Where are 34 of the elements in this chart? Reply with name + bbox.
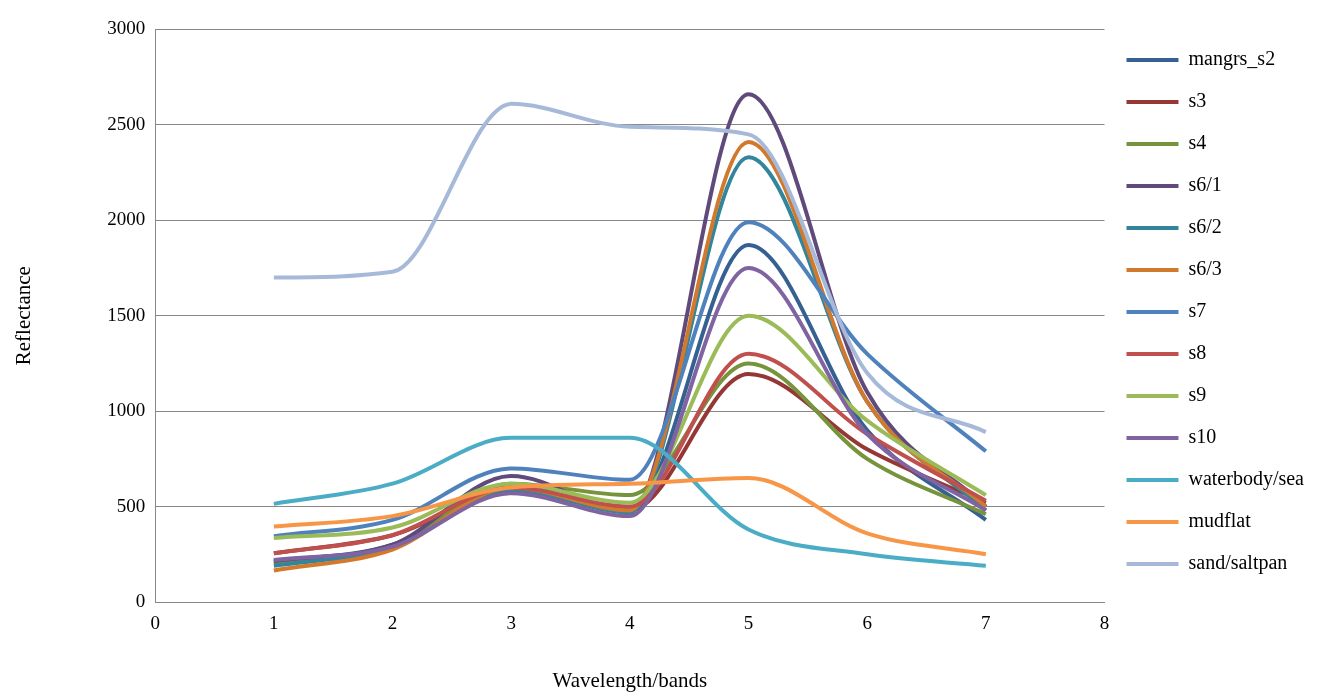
x-tick-label: 0 [150,612,160,634]
legend-label: s10 [1188,425,1217,448]
line-series [271,101,988,435]
legend-label: s9 [1188,383,1207,406]
line-series [271,475,988,557]
y-tick-label: 500 [116,494,146,516]
legend-label: mudflat [1188,509,1252,532]
y-axis-title: Reflectance [11,266,36,366]
legend-label: s7 [1188,299,1207,322]
legend-label: sand/saltpan [1188,551,1288,575]
line-series [271,435,988,568]
x-tick-label: 2 [387,612,398,634]
legend-label: s8 [1188,341,1207,364]
legend-label: s6/2 [1188,215,1222,238]
legend-label: s3 [1188,89,1207,112]
y-tick-label: 2500 [107,112,146,134]
y-tick-label: 1500 [107,303,146,325]
x-tick-label: 4 [625,612,636,634]
x-tick-label: 1 [269,612,279,634]
x-tick-label: 6 [862,612,872,634]
y-tick-label: 2000 [107,208,146,230]
legend-label: waterbody/sea [1188,467,1305,491]
x-tick-label: 5 [743,612,754,634]
x-axis-title: Wavelength/bands [552,667,708,692]
x-tick-label: 3 [506,612,516,634]
x-tick-label: 8 [1099,612,1110,634]
x-tick-label: 7 [981,612,991,634]
y-tick-label: 0 [135,589,146,611]
legend-label: mangrs_s2 [1188,47,1276,71]
legend-label: s6/3 [1188,257,1222,280]
legend-label: s4 [1188,131,1207,154]
y-tick-label: 3000 [107,17,146,39]
legend-label: s6/1 [1188,173,1222,196]
y-tick-label: 1000 [107,399,146,421]
